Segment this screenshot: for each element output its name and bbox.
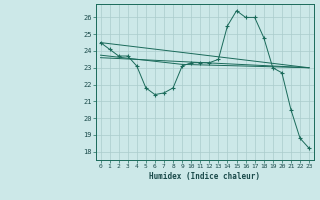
X-axis label: Humidex (Indice chaleur): Humidex (Indice chaleur) [149,172,260,181]
